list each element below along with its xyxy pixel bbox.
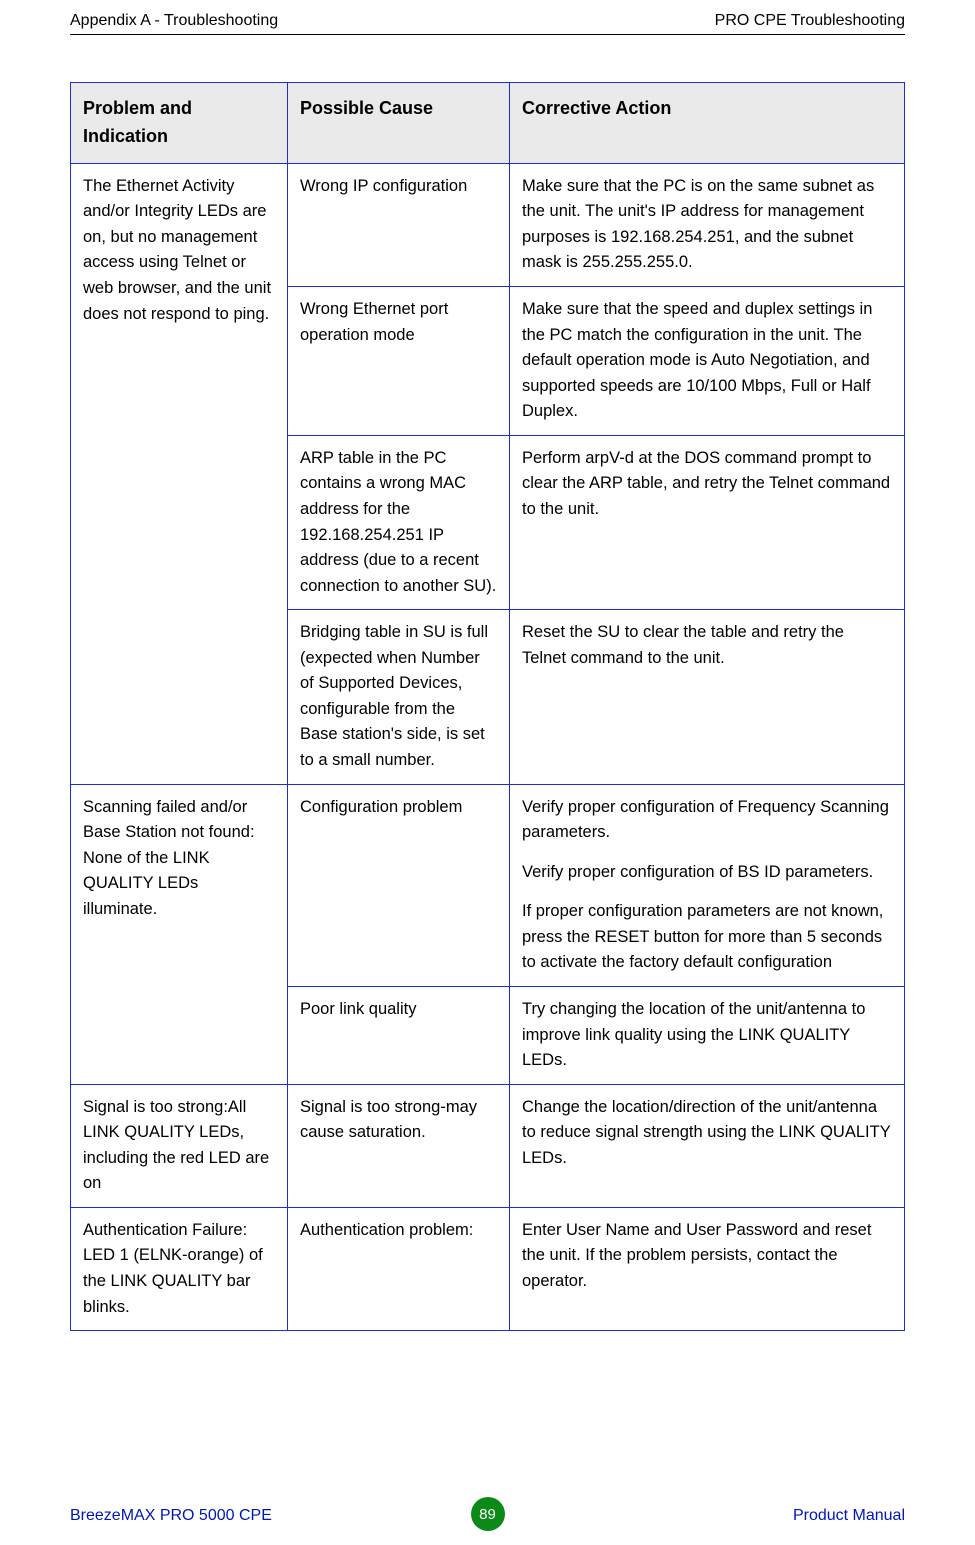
cell-problem: The Ethernet Activity and/or Integrity L… [71,163,288,784]
action-paragraph: If proper configuration parameters are n… [522,899,892,976]
content: Problem and Indication Possible Cause Co… [70,82,905,1331]
cell-action: Change the location/direction of the uni… [510,1084,905,1207]
troubleshooting-table: Problem and Indication Possible Cause Co… [70,82,905,1331]
table-row: Signal is too strong:All LINK QUALITY LE… [71,1084,905,1207]
cell-problem: Signal is too strong:All LINK QUALITY LE… [71,1084,288,1207]
page-number-badge: 89 [471,1497,505,1531]
cell-cause: Signal is too strong-may cause saturatio… [288,1084,510,1207]
cell-action: Verify proper configuration of Frequency… [510,784,905,986]
th-cause: Possible Cause [288,83,510,164]
cell-cause: Configuration problem [288,784,510,986]
cell-action: Perform arpV-d at the DOS command prompt… [510,435,905,609]
action-paragraph: Verify proper configuration of BS ID par… [522,860,892,886]
th-problem: Problem and Indication [71,83,288,164]
cell-problem: Authentication Failure: LED 1 (ELNK-oran… [71,1207,288,1330]
table-header-row: Problem and Indication Possible Cause Co… [71,83,905,164]
header-right: PRO CPE Troubleshooting [715,12,905,30]
header-left: Appendix A - Troubleshooting [70,12,278,30]
table-row: Authentication Failure: LED 1 (ELNK-oran… [71,1207,905,1330]
footer-right: Product Manual [793,1507,905,1525]
cell-cause: ARP table in the PC contains a wrong MAC… [288,435,510,609]
action-paragraph: Verify proper configuration of Frequency… [522,795,892,846]
cell-problem: Scanning failed and/or Base Station not … [71,784,288,1084]
cell-action: Enter User Name and User Password and re… [510,1207,905,1330]
page: Appendix A - Troubleshooting PRO CPE Tro… [0,0,975,1545]
cell-cause: Authentication problem: [288,1207,510,1330]
table-row: The Ethernet Activity and/or Integrity L… [71,163,905,286]
cell-action: Make sure that the speed and duplex sett… [510,287,905,436]
cell-cause: Poor link quality [288,986,510,1084]
footer-left: BreezeMAX PRO 5000 CPE [70,1507,272,1525]
page-header: Appendix A - Troubleshooting PRO CPE Tro… [70,12,905,30]
cell-cause: Bridging table in SU is full (expected w… [288,610,510,784]
page-footer: BreezeMAX PRO 5000 CPE 89 Product Manual [70,1491,905,1531]
cell-action: Try changing the location of the unit/an… [510,986,905,1084]
cell-action: Make sure that the PC is on the same sub… [510,163,905,286]
header-rule [70,34,905,35]
table-row: Scanning failed and/or Base Station not … [71,784,905,986]
th-action: Corrective Action [510,83,905,164]
cell-cause: Wrong IP configuration [288,163,510,286]
cell-action: Reset the SU to clear the table and retr… [510,610,905,784]
cell-cause: Wrong Ethernet port operation mode [288,287,510,436]
